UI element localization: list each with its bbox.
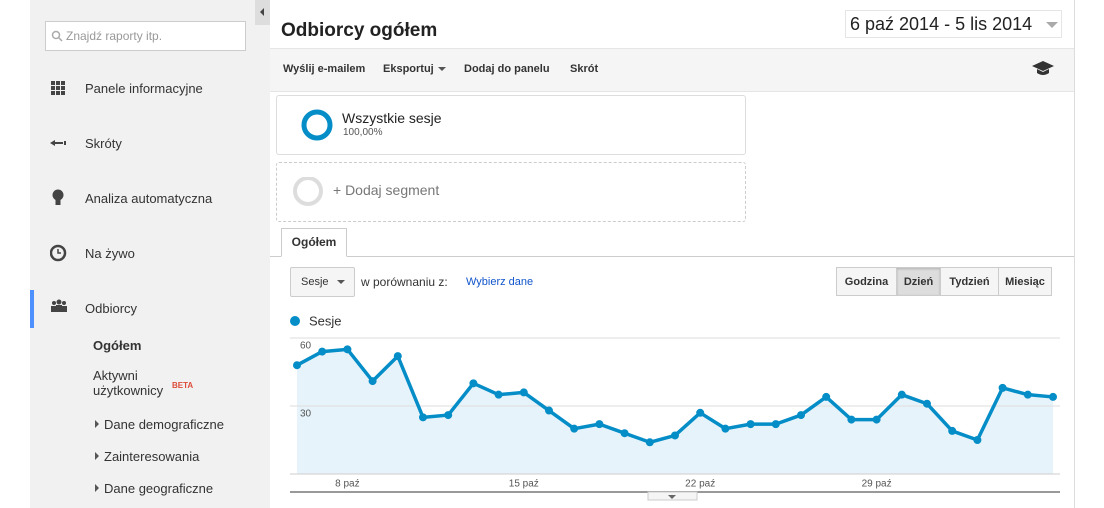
content-border bbox=[1074, 0, 1075, 508]
data-point bbox=[645, 438, 654, 447]
active-indicator bbox=[30, 290, 34, 328]
granularity-button[interactable]: Godzina bbox=[836, 267, 897, 296]
nav-subitem[interactable]: Ogółem bbox=[93, 338, 142, 353]
compare-link[interactable]: Wybierz dane bbox=[466, 276, 534, 288]
nav-subitem[interactable]: Dane geograficzne bbox=[104, 481, 214, 496]
segment-card[interactable]: Wszystkie sesje 100,00% bbox=[276, 95, 746, 155]
data-point bbox=[998, 383, 1007, 392]
nav-item[interactable]: Na żywo bbox=[85, 246, 135, 261]
metric-arrow bbox=[337, 280, 345, 284]
metric-dropdown[interactable]: Sesje bbox=[290, 267, 355, 297]
nav-item[interactable]: Skróty bbox=[85, 136, 122, 151]
data-point bbox=[721, 424, 730, 433]
date-picker[interactable]: 6 paź 2014 - 5 lis 2014 bbox=[845, 10, 1062, 38]
nav-item[interactable]: Analiza automatyczna bbox=[85, 191, 213, 206]
toolbar-button[interactable]: Eksportuj bbox=[383, 63, 434, 75]
granularity-button[interactable]: Dzień bbox=[896, 267, 941, 296]
add-segment[interactable]: + Dodaj segment bbox=[276, 162, 746, 222]
toolbar-button[interactable]: Skrót bbox=[570, 63, 599, 75]
data-point bbox=[847, 415, 856, 424]
export-arrow bbox=[438, 67, 446, 71]
tab[interactable]: Ogółem bbox=[281, 228, 347, 257]
add-segment-ring bbox=[293, 177, 323, 206]
academy-icon bbox=[1032, 61, 1054, 75]
data-point bbox=[368, 377, 377, 386]
page-title: Odbiorcy ogółem bbox=[281, 20, 438, 41]
collapse-icon bbox=[260, 8, 264, 16]
dropdown-arrow bbox=[1046, 22, 1058, 28]
sidebar-icons bbox=[50, 81, 67, 312]
data-point bbox=[469, 379, 478, 388]
nav-item[interactable]: Panele informacyjne bbox=[85, 81, 203, 96]
nav-subitem[interactable]: Zainteresowania bbox=[104, 449, 200, 464]
x-tick-label: 15 paź bbox=[509, 479, 539, 490]
data-point bbox=[545, 406, 553, 415]
data-point bbox=[696, 408, 705, 417]
toolbar-button[interactable]: Wyślij e-mailem bbox=[283, 63, 366, 75]
metric-label: Sesje bbox=[301, 276, 329, 288]
data-point bbox=[519, 388, 528, 397]
search-icon bbox=[51, 30, 63, 42]
nav-subitem[interactable]: Dane demograficzne bbox=[104, 417, 224, 432]
data-point bbox=[419, 413, 427, 422]
data-point bbox=[797, 411, 805, 420]
data-point bbox=[494, 390, 503, 399]
segment-ring bbox=[301, 109, 333, 141]
data-point bbox=[1049, 392, 1057, 401]
data-point bbox=[923, 399, 931, 408]
data-point bbox=[444, 411, 453, 420]
legend-label: Sesje bbox=[309, 313, 342, 328]
data-point bbox=[973, 436, 982, 444]
data-point bbox=[595, 420, 604, 429]
search-box[interactable]: Znajdź raporty itp. bbox=[45, 21, 246, 51]
tab-line bbox=[270, 256, 1074, 257]
data-point bbox=[318, 347, 327, 356]
data-point bbox=[343, 345, 352, 354]
toolbar: Wyślij e-mailem Eksportuj Dodaj do panel… bbox=[270, 48, 1074, 92]
x-tick-label: 8 paź bbox=[335, 479, 359, 490]
collapse-button[interactable] bbox=[255, 0, 270, 25]
segment-share: 100,00% bbox=[343, 127, 383, 138]
data-point bbox=[948, 426, 957, 435]
granularity-button[interactable]: Tydzień bbox=[940, 267, 999, 296]
x-tick-label: 22 paź bbox=[685, 479, 715, 490]
legend-marker bbox=[290, 316, 300, 326]
nav-subitem[interactable]: Aktywni użytkownicy bbox=[93, 368, 164, 398]
data-point bbox=[570, 424, 579, 433]
data-point bbox=[620, 429, 629, 438]
sidebar: Znajdź raporty itp. Panele informacyjne … bbox=[30, 0, 270, 508]
area bbox=[297, 349, 1053, 474]
data-point bbox=[822, 392, 831, 401]
x-tick-label: 29 paź bbox=[862, 479, 892, 490]
add-segment-label: + Dodaj segment bbox=[333, 182, 440, 198]
y-tick-label: 60 bbox=[300, 341, 312, 352]
nav-item[interactable]: Odbiorcy bbox=[85, 301, 138, 316]
data-point bbox=[671, 431, 679, 440]
segment-name: Wszystkie sesje bbox=[342, 110, 442, 126]
expand-arrows bbox=[95, 420, 99, 492]
data-point bbox=[1023, 390, 1032, 399]
granularity-button[interactable]: Miesiąc bbox=[998, 267, 1052, 296]
beta-badge: BETA bbox=[172, 381, 194, 390]
range-handle-arrow bbox=[668, 495, 676, 499]
data-point bbox=[897, 390, 906, 399]
data-point bbox=[293, 361, 301, 370]
data-point bbox=[393, 352, 402, 361]
search-placeholder: Znajdź raporty itp. bbox=[66, 29, 163, 43]
compare-label: w porównaniu z: bbox=[361, 275, 448, 289]
data-point bbox=[771, 420, 780, 429]
data-point bbox=[746, 420, 755, 429]
date-range: 6 paź 2014 - 5 lis 2014 bbox=[850, 14, 1033, 34]
data-point bbox=[872, 415, 881, 424]
toolbar-button[interactable]: Dodaj do panelu bbox=[464, 63, 550, 75]
y-tick-label: 30 bbox=[300, 409, 312, 420]
